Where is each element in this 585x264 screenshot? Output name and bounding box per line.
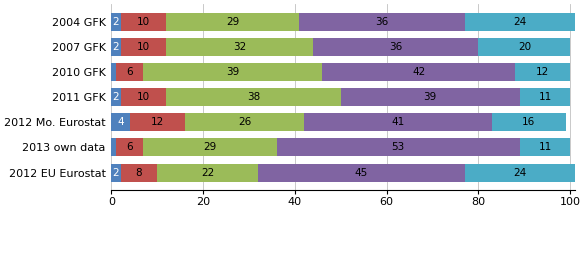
- Bar: [341, 88, 519, 106]
- Bar: [492, 113, 566, 131]
- Text: 42: 42: [412, 67, 425, 77]
- Bar: [519, 138, 570, 157]
- Bar: [300, 13, 464, 31]
- Bar: [143, 63, 322, 81]
- Text: 24: 24: [513, 168, 526, 178]
- Bar: [479, 38, 570, 56]
- Text: 22: 22: [201, 168, 214, 178]
- Bar: [322, 63, 515, 81]
- Text: 12: 12: [536, 67, 549, 77]
- Bar: [121, 88, 166, 106]
- Bar: [121, 163, 157, 182]
- Bar: [515, 63, 570, 81]
- Text: 38: 38: [247, 92, 260, 102]
- Bar: [464, 13, 575, 31]
- Text: 32: 32: [233, 42, 246, 52]
- Text: 20: 20: [518, 42, 531, 52]
- Text: 36: 36: [376, 17, 388, 27]
- Bar: [121, 38, 166, 56]
- Bar: [166, 13, 300, 31]
- Text: 11: 11: [538, 92, 552, 102]
- Bar: [313, 38, 479, 56]
- Text: 8: 8: [136, 168, 142, 178]
- Bar: [157, 163, 258, 182]
- Text: 10: 10: [137, 17, 150, 27]
- Text: 26: 26: [238, 117, 251, 127]
- Bar: [121, 13, 166, 31]
- Bar: [111, 13, 121, 31]
- Text: 24: 24: [513, 17, 526, 27]
- Bar: [519, 88, 570, 106]
- Text: 6: 6: [126, 142, 133, 152]
- Text: 10: 10: [137, 92, 150, 102]
- Bar: [277, 138, 519, 157]
- Bar: [111, 88, 121, 106]
- Text: 29: 29: [204, 142, 216, 152]
- Text: 45: 45: [355, 168, 368, 178]
- Text: 6: 6: [126, 67, 133, 77]
- Bar: [130, 113, 185, 131]
- Text: 10: 10: [137, 42, 150, 52]
- Text: 4: 4: [117, 117, 124, 127]
- Bar: [111, 63, 116, 81]
- Bar: [111, 163, 121, 182]
- Text: 36: 36: [389, 42, 402, 52]
- Text: 39: 39: [226, 67, 240, 77]
- Bar: [111, 38, 121, 56]
- Bar: [258, 163, 464, 182]
- Bar: [116, 63, 143, 81]
- Text: 2: 2: [113, 42, 119, 52]
- Text: 2: 2: [113, 168, 119, 178]
- Bar: [111, 113, 130, 131]
- Text: 41: 41: [391, 117, 405, 127]
- Text: 16: 16: [522, 117, 535, 127]
- Text: 39: 39: [424, 92, 437, 102]
- Text: 29: 29: [226, 17, 240, 27]
- Text: 53: 53: [391, 142, 405, 152]
- Bar: [143, 138, 277, 157]
- Text: 2: 2: [113, 17, 119, 27]
- Text: 12: 12: [150, 117, 164, 127]
- Text: 2: 2: [113, 92, 119, 102]
- Bar: [464, 163, 575, 182]
- Bar: [166, 88, 341, 106]
- Bar: [166, 38, 313, 56]
- Bar: [116, 138, 143, 157]
- Text: 11: 11: [538, 142, 552, 152]
- Bar: [304, 113, 492, 131]
- Bar: [111, 138, 116, 157]
- Bar: [185, 113, 304, 131]
